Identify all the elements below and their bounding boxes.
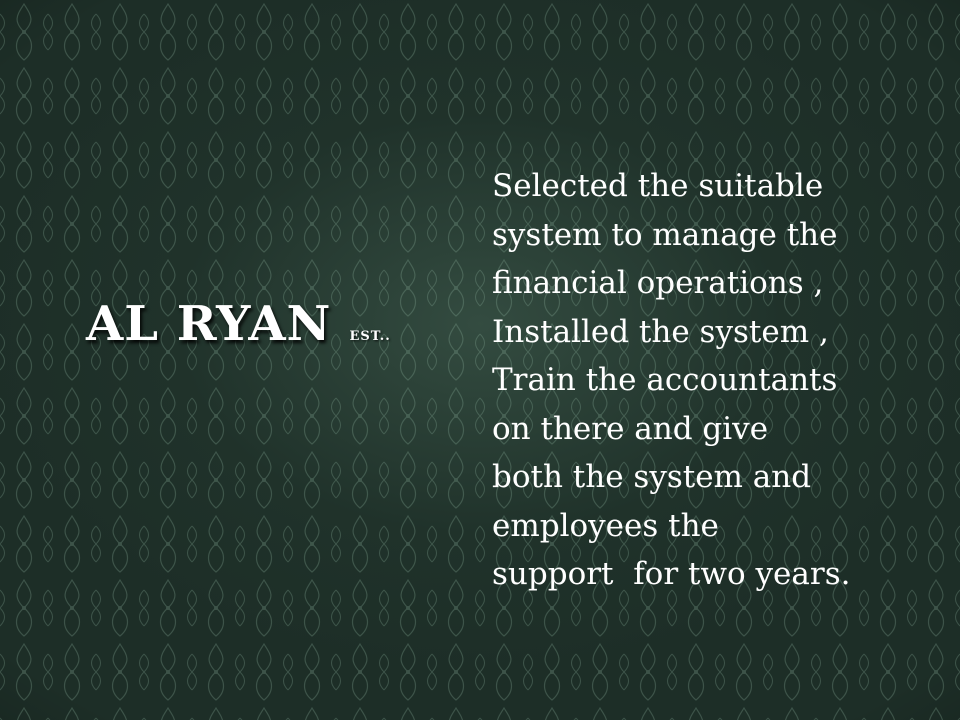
body-line: Installed the system , [492,313,829,350]
body-line: employees the [492,507,719,544]
body-line: Train the accountants [492,362,838,398]
body-text: Selected the suitable system to manage t… [492,162,932,599]
body-line: both the system and [492,459,812,495]
slide-title: AL RYAN [86,296,332,352]
body-line: system to manage the [492,216,838,253]
body-line: on there and give [492,410,769,447]
title-group: AL RYAN EST.. [86,296,391,352]
body-line: support for two years. [492,556,851,592]
body-line: Selected the suitable [492,168,824,204]
body-line: financial operations , [492,265,824,301]
slide-subtitle: EST.. [349,329,391,344]
